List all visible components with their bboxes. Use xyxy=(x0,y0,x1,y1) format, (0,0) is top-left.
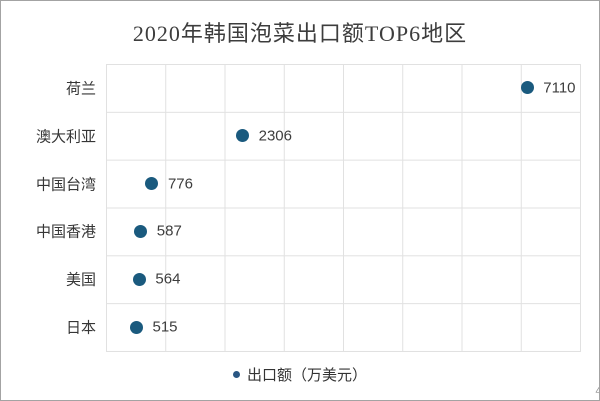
legend-label: 出口额（万美元） xyxy=(246,366,367,384)
data-point-2[interactable] xyxy=(145,177,159,191)
legend-circle-icon xyxy=(232,370,240,378)
data-point-1[interactable] xyxy=(236,129,250,143)
category-label-2: 中国台湾 xyxy=(35,177,96,194)
value-label-4: 564 xyxy=(155,270,181,288)
value-label-5: 515 xyxy=(152,318,178,336)
value-label-0: 7110 xyxy=(543,79,576,97)
category-label-1: 澳大利亚 xyxy=(35,129,96,146)
value-label-1: 2306 xyxy=(258,127,292,145)
data-point-5[interactable] xyxy=(130,320,143,334)
category-label-4: 美国 xyxy=(65,272,96,289)
legend[interactable]: 出口额（万美元） xyxy=(1,364,599,384)
category-label-0: 荷兰 xyxy=(65,81,96,98)
value-label-2: 776 xyxy=(167,175,193,193)
chart-title: 2020年韩国泡菜出口额TOP6地区 xyxy=(132,21,468,46)
value-label-3: 587 xyxy=(156,222,182,240)
category-label-5: 日本 xyxy=(65,320,96,337)
plot-area: 7110 2306 776 587 564 515 xyxy=(106,64,581,352)
category-label-3: 中国香港 xyxy=(35,224,96,241)
data-point-4[interactable] xyxy=(132,272,146,286)
data-point-0[interactable] xyxy=(520,81,534,95)
corner-watermark-fragment: 4 xyxy=(595,386,599,397)
data-point-3[interactable] xyxy=(134,224,148,238)
